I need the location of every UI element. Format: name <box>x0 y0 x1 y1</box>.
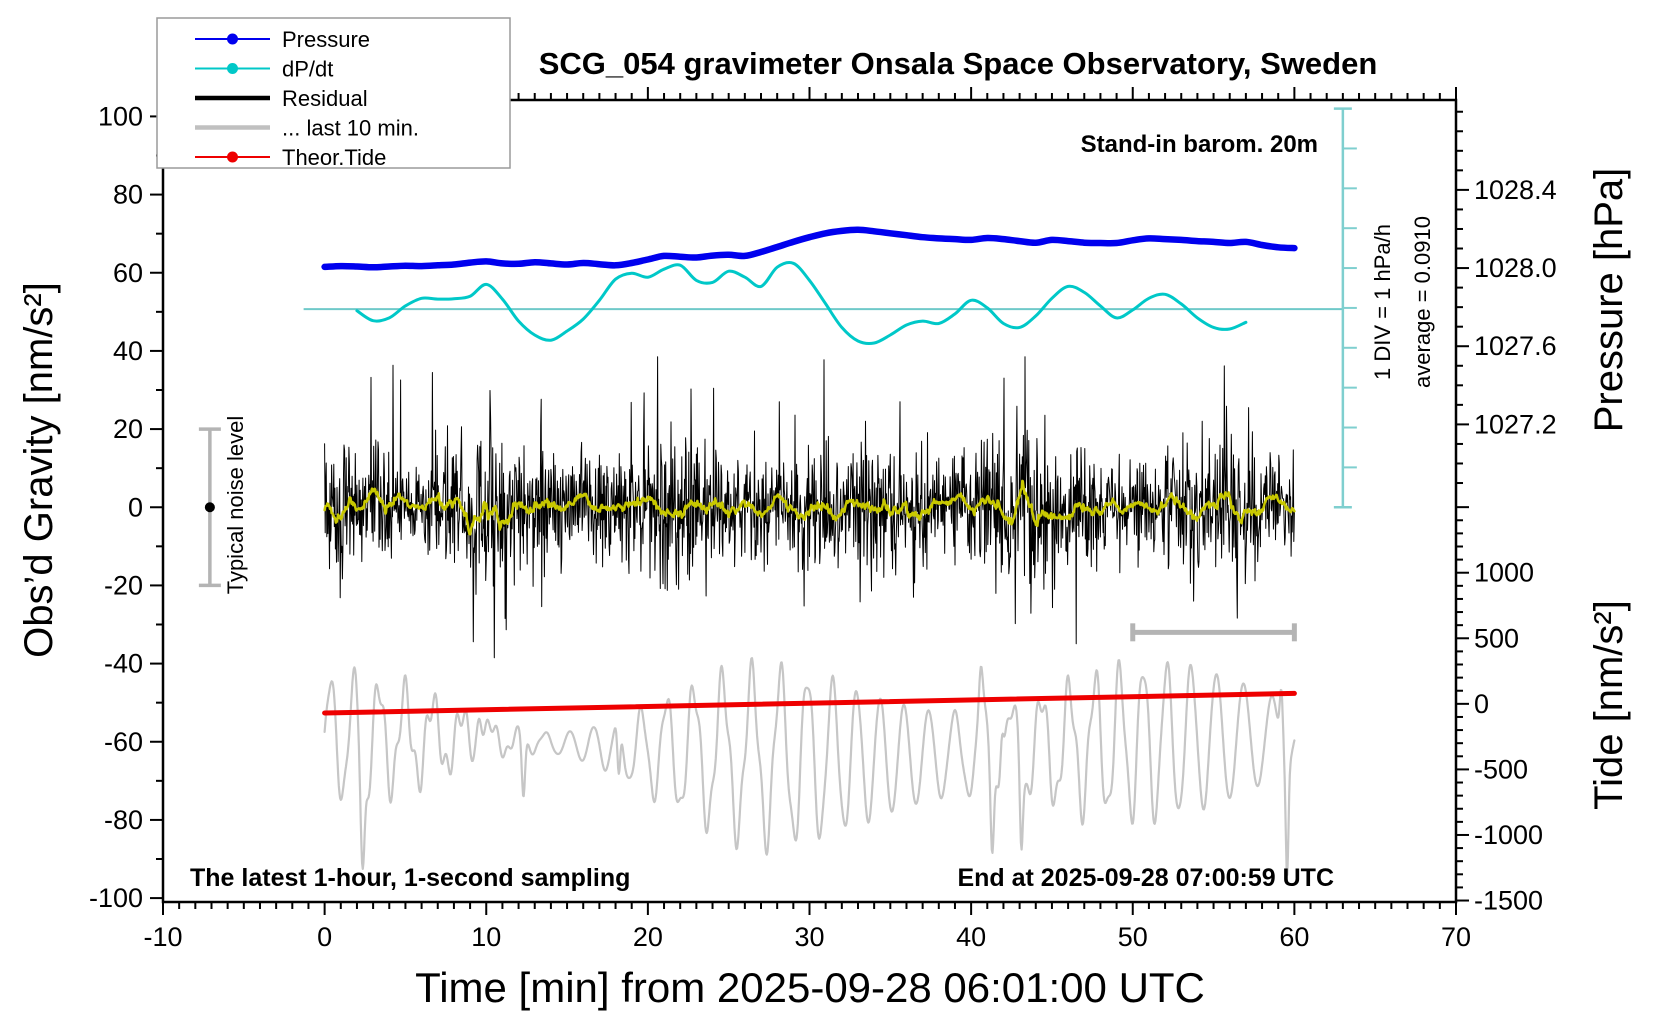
x-tick-label: -10 <box>143 922 182 952</box>
y-left-tick-label: 60 <box>113 258 143 288</box>
chart-title: SCG_054 gravimeter Onsala Space Observat… <box>539 46 1378 81</box>
legend-label: Residual <box>282 86 368 111</box>
legend-box <box>156 17 511 169</box>
annotation-sampling: The latest 1-hour, 1-second sampling <box>190 864 630 892</box>
y-left-tick-label: -100 <box>89 883 143 913</box>
legend-item-dp-dt: dP/dt <box>195 57 333 82</box>
legend-label: Theor.Tide <box>282 145 386 170</box>
legend-label: dP/dt <box>282 57 333 82</box>
annotation-div-scale: 1 DIV = 1 hPa/h <box>1370 224 1395 380</box>
series-last-10-min <box>323 657 1296 876</box>
axis-tick-labels: -10 0 10 20 30 40 50 60 70-100-80-60-40-20020406… <box>89 101 1557 952</box>
noise-bar-dot <box>204 502 215 513</box>
scale-markers <box>198 107 1357 642</box>
annotation-noise-level: Typical noise level <box>223 416 248 595</box>
y-axis-title-tide: Tide [nm/s²] <box>1587 600 1631 810</box>
x-axis-title: Time [min] from 2025-09-28 06:01:00 UTC <box>415 964 1205 1011</box>
series-pressure <box>321 226 1298 271</box>
x-tick-label: 70 <box>1441 922 1471 952</box>
y-left-tick-label: 40 <box>113 336 143 366</box>
legend-item-last-10-min: ... last 10 min. <box>195 116 419 141</box>
x-tick-label: 20 <box>633 922 663 952</box>
annotation-average: average = 0.0910 <box>1410 216 1435 388</box>
legend-item-theor-tide: Theor.Tide <box>195 145 386 170</box>
y-tide-tick-label: 500 <box>1474 623 1519 653</box>
y-left-tick-label: -80 <box>104 805 143 835</box>
legend-item-residual: Residual <box>195 86 368 111</box>
series-residual <box>324 356 1295 659</box>
legend-label: Pressure <box>282 27 370 52</box>
series-dpdt <box>355 260 1248 345</box>
y-left-tick-label: 100 <box>98 101 143 131</box>
y-left-tick-label: 0 <box>128 492 143 522</box>
y-tide-tick-label: -500 <box>1474 754 1528 784</box>
y-pressure-tick-label: 1028.0 <box>1474 253 1557 283</box>
y-left-tick-label: -20 <box>104 570 143 600</box>
x-tick-label: 50 <box>1118 922 1148 952</box>
y-pressure-tick-label: 1027.2 <box>1474 409 1557 439</box>
legend-sample-dot <box>227 33 238 45</box>
data-series <box>303 226 1343 876</box>
y-axis-title-pressure: Pressure [hPa] <box>1587 168 1631 433</box>
x-tick-label: 60 <box>1279 922 1309 952</box>
x-tick-label: 30 <box>794 922 824 952</box>
x-tick-label: 40 <box>956 922 986 952</box>
y-left-tick-label: -40 <box>104 649 143 679</box>
legend: Pressure dP/dt Residual ... last 10 min. The… <box>156 17 511 170</box>
x-tick-label: 10 <box>471 922 501 952</box>
y-pressure-tick-label: 1028.4 <box>1474 175 1557 205</box>
y-left-tick-label: -60 <box>104 727 143 757</box>
legend-item-pressure: Pressure <box>195 27 370 52</box>
y-left-tick-label: 20 <box>113 414 143 444</box>
y-tide-tick-label: 0 <box>1474 689 1489 719</box>
y-tide-tick-label: -1500 <box>1474 886 1543 916</box>
y-left-tick-label: 80 <box>113 180 143 210</box>
y-tide-tick-label: -1000 <box>1474 820 1543 850</box>
x-tick-label: 0 <box>317 922 332 952</box>
annotation-barometer: Stand-in barom. 20m <box>1081 131 1318 158</box>
series-theor-tide <box>322 690 1297 716</box>
legend-sample-dot <box>227 63 238 74</box>
annotation-end-time: End at 2025-09-28 07:00:59 UTC <box>957 864 1334 892</box>
legend-label: ... last 10 min. <box>282 116 419 141</box>
y-axis-title-gravity: Obs’d Gravity [nm/s²] <box>17 282 61 658</box>
y-tide-tick-label: 1000 <box>1474 558 1534 588</box>
y-pressure-tick-label: 1027.6 <box>1474 331 1557 361</box>
legend-sample-dot <box>227 151 238 163</box>
series-residual-smoothed <box>323 479 1296 536</box>
